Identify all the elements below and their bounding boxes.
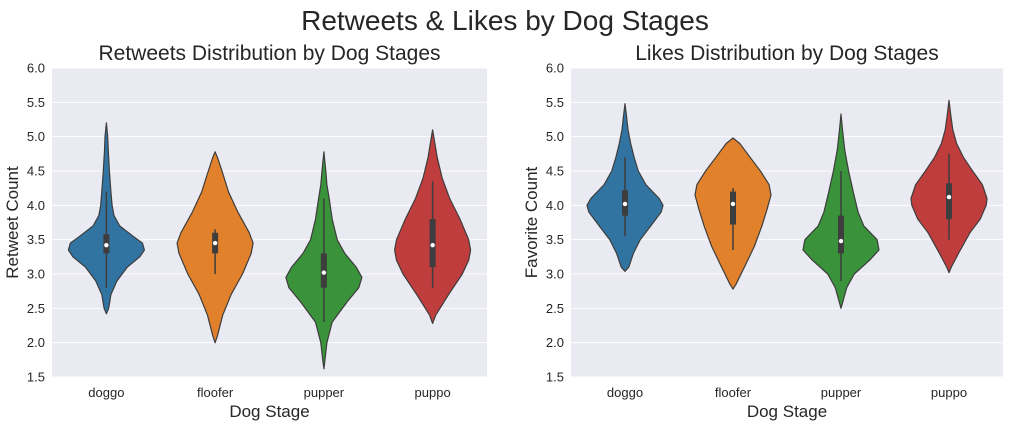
y-tick-label: 6.0 <box>546 61 564 76</box>
x-tick-label: floofer <box>715 385 752 400</box>
y-tick-label: 5.0 <box>546 129 564 144</box>
y-tick-label: 2.0 <box>546 335 564 350</box>
chart-title: Retweets Distribution by Dog Stages <box>99 42 441 65</box>
y-tick-label: 4.0 <box>546 198 564 213</box>
y-tick-label: 3.5 <box>27 232 45 247</box>
median-point-pupper <box>838 238 844 244</box>
y-tick-label: 5.0 <box>27 129 45 144</box>
y-axis-label: Favorite Count <box>522 166 541 278</box>
x-tick-label: doggo <box>607 385 643 400</box>
y-tick-label: 4.5 <box>546 164 564 179</box>
figure-title: Retweets & Likes by Dog Stages <box>301 5 709 36</box>
y-tick-label: 1.5 <box>546 370 564 385</box>
y-tick-label: 3.5 <box>546 232 564 247</box>
x-axis-label: Dog Stage <box>747 402 827 421</box>
median-point-doggo <box>622 201 628 207</box>
y-tick-label: 6.0 <box>27 61 45 76</box>
y-tick-label: 2.5 <box>27 301 45 316</box>
median-point-puppo <box>946 194 952 200</box>
y-tick-label: 1.5 <box>27 370 45 385</box>
x-tick-label: floofer <box>197 385 234 400</box>
iqr-box-pupper <box>838 215 844 254</box>
chart-panel-2: 1.5 2.0 2.5 3.0 3.5 4.0 4.5 5.0 5.5 6.0 doggo floof… <box>522 42 1003 421</box>
y-tick-label: 2.0 <box>27 335 45 350</box>
chart-title: Likes Distribution by Dog Stages <box>635 42 939 65</box>
iqr-box-puppo <box>946 183 952 220</box>
y-axis-label: Retweet Count <box>3 166 22 279</box>
y-tick-label: 4.0 <box>27 198 45 213</box>
median-point-puppo <box>430 242 435 248</box>
x-tick-label: doggo <box>88 385 124 400</box>
x-tick-label: puppo <box>931 385 967 400</box>
median-point-doggo <box>104 242 109 248</box>
x-tick-label: pupper <box>304 385 345 400</box>
y-tick-label: 3.0 <box>27 267 45 282</box>
x-tick-label: puppo <box>415 385 451 400</box>
x-axis-label: Dog Stage <box>229 402 309 421</box>
y-tick-label: 5.5 <box>27 95 45 110</box>
chart-panel-1: 1.5 2.0 2.5 3.0 3.5 4.0 4.5 5.0 5.5 6.0 doggo floof… <box>3 42 487 421</box>
x-tick-label: pupper <box>821 385 862 400</box>
y-tick-label: 2.5 <box>546 301 564 316</box>
iqr-box-floofer <box>730 191 736 225</box>
median-point-pupper <box>321 270 327 275</box>
median-point-floofer <box>730 201 736 207</box>
y-tick-label: 5.5 <box>546 95 564 110</box>
y-tick-label: 3.0 <box>546 267 564 282</box>
y-tick-label: 4.5 <box>27 164 45 179</box>
median-point-floofer <box>212 240 218 246</box>
